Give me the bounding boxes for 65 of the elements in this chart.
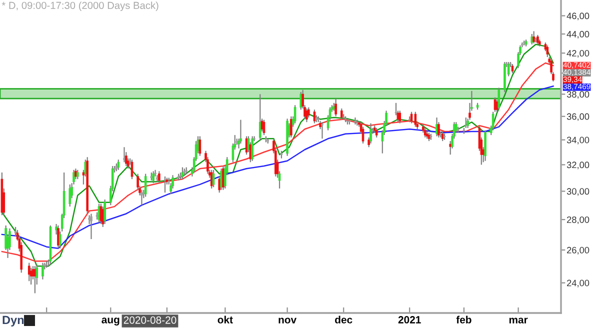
candlestick <box>375 127 378 138</box>
candlestick <box>140 189 143 206</box>
candlestick <box>42 262 44 280</box>
y-tick-label: 38,00 <box>566 91 590 99</box>
candlestick <box>158 170 160 184</box>
candlestick <box>14 226 17 237</box>
candlestick <box>28 262 30 282</box>
candlestick <box>398 110 402 124</box>
candlestick <box>34 266 36 294</box>
y-tick-label: 36,00 <box>566 113 590 121</box>
candlestick <box>258 94 262 140</box>
candlestick <box>424 127 426 138</box>
text: Dyn <box>2 316 24 327</box>
candlestick <box>100 203 102 225</box>
candlestick <box>414 111 417 128</box>
candlestick <box>492 111 494 131</box>
y-tick-label: 30,00 <box>566 188 590 196</box>
candlestick <box>546 44 549 58</box>
candlestick <box>240 119 242 144</box>
candlestick <box>511 63 514 74</box>
candlestick <box>30 267 32 286</box>
candlestick <box>321 122 324 140</box>
candlestick <box>484 130 486 162</box>
candlestick <box>294 104 296 124</box>
x-tick-label: mar <box>509 318 528 324</box>
candlestick <box>340 108 343 120</box>
y-tick-label: 28,00 <box>567 216 590 224</box>
candlestick <box>290 116 292 138</box>
candlestick <box>354 116 356 126</box>
candlestick <box>212 169 215 188</box>
candlestick <box>334 98 337 117</box>
x-tick-label: feb <box>456 316 472 324</box>
candlestick <box>90 213 92 240</box>
x-tick-label: 2021 <box>398 316 421 324</box>
candlestick <box>530 33 534 45</box>
y-tick-label: 46,00 <box>566 12 590 20</box>
candlestick <box>198 136 202 156</box>
x-tick-label: nov <box>278 318 297 324</box>
candlestick <box>57 224 60 249</box>
y-tick-label: 34,00 <box>566 136 590 144</box>
chart-title: * D, 09:00-17:30 (2000 Days Back) <box>2 2 158 12</box>
candlestick <box>536 34 539 45</box>
candlestick <box>152 170 155 184</box>
candlestick <box>104 198 106 225</box>
x-tick-label: okt <box>218 316 233 324</box>
candlestick <box>438 122 440 138</box>
candlestick <box>306 108 308 123</box>
y-tick-label: 26,00 <box>567 246 590 254</box>
candlestick <box>464 116 468 129</box>
text: 2020-08-20 <box>124 316 176 324</box>
candlestick <box>307 106 310 118</box>
candlestick <box>498 87 500 110</box>
candlestick <box>117 159 120 170</box>
x-tick-label: dec <box>335 316 352 324</box>
y-tick-label: 24,00 <box>567 280 590 288</box>
candlestick <box>370 122 372 144</box>
candlestick <box>68 184 72 208</box>
candlestick <box>251 136 254 162</box>
y-tick-label: 32,00 <box>566 162 590 170</box>
candlestick <box>123 146 126 163</box>
y-tick-label: 42,00 <box>566 50 590 58</box>
y-tick-label: 44,00 <box>566 30 590 38</box>
x-tick-label: aug <box>102 318 120 326</box>
candlestick <box>532 30 535 44</box>
line-series <box>1 86 554 250</box>
